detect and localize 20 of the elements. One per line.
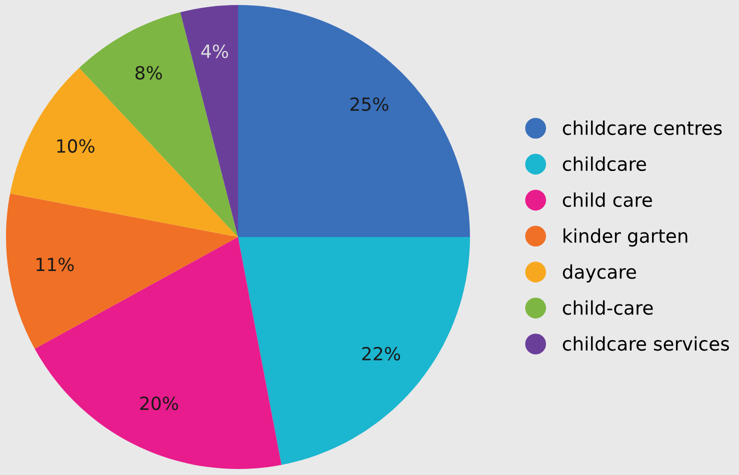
legend-label: childcare [562,156,646,172]
legend-label: kinder garten [564,228,688,247]
pie-slice [238,5,470,237]
data-label: 11% [36,258,74,272]
pie-slice [34,237,282,469]
data-label: 22% [362,346,400,361]
legend-label: child care [562,192,652,207]
pie-slice [6,194,238,349]
data-label: 4% [201,44,228,58]
legend-label: childcare centres [562,120,722,136]
pie-slice [10,68,238,237]
legend-label: child-care [562,300,653,315]
data-label: 8% [135,66,162,80]
data-label: 20% [140,396,178,410]
pie-slice [238,237,470,465]
legend-label: childcare services [562,336,729,351]
data-label: 25% [350,97,388,111]
pie-slice [180,5,238,237]
data-label: 10% [57,139,94,153]
legend-label: daycare [562,264,636,283]
